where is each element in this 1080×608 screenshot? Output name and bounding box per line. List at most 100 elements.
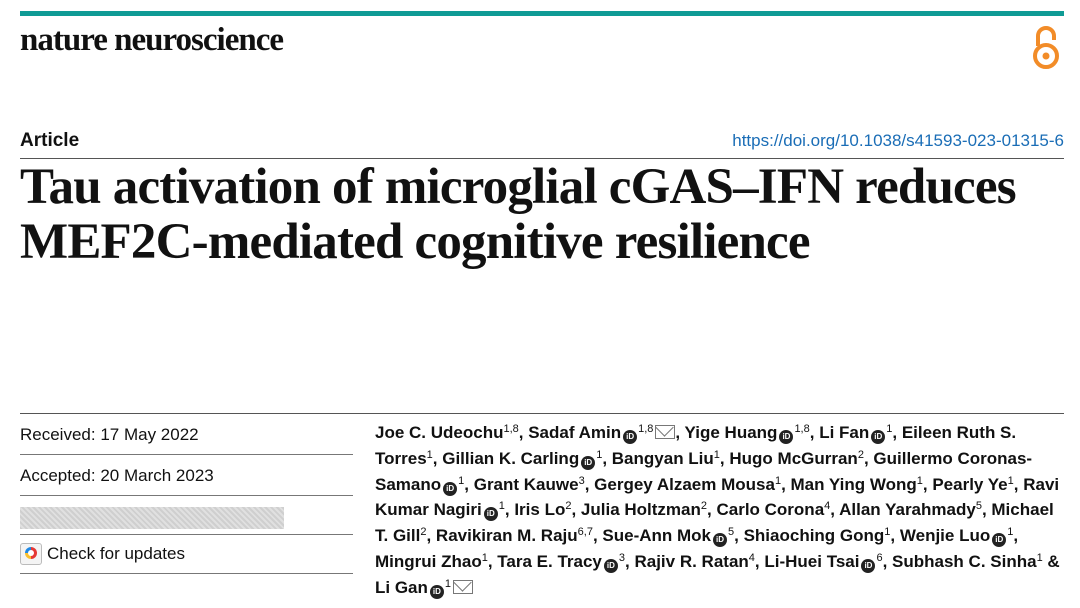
affiliation-marker: 1 [498, 500, 505, 513]
author-entry: Julia Holtzman2 [581, 500, 707, 519]
affiliation-marker: 3 [618, 551, 626, 564]
affiliation-marker: 1 [1007, 474, 1014, 487]
affiliation-marker: 1 [458, 474, 465, 487]
affiliation-marker: 1,8 [503, 423, 519, 435]
author-entry: Gillian K. Carling iD1 [442, 448, 603, 470]
affiliation-marker: 6 [876, 551, 883, 564]
orcid-icon[interactable]: iD [581, 455, 596, 470]
author-entry: Hugo McGurran2 [729, 449, 864, 468]
author-name[interactable]: Eileen Ruth S. Torres [375, 423, 1017, 468]
author-entry: Carlo Corona4 [716, 500, 830, 519]
author-entry: Michael T. Gill2 [375, 500, 1054, 545]
author-name[interactable]: Sue-Ann Mok [602, 526, 711, 546]
author-name[interactable]: Sadaf Amin [528, 423, 622, 442]
affiliation-marker: 1 [916, 474, 923, 487]
author-name[interactable]: Gergey Alzaem Mousa [594, 474, 775, 494]
author-name[interactable]: Julia Holtzman [580, 500, 701, 520]
orcid-icon[interactable]: iD [443, 481, 458, 496]
redacted-field [20, 496, 353, 535]
author-name[interactable]: Pearly Ye [932, 474, 1008, 494]
affiliation-marker: 1 [444, 577, 452, 590]
open-access-icon [1033, 26, 1059, 69]
author-entry: Shiaoching Gong1 [744, 526, 891, 545]
accepted-date: Accepted: 20 March 2023 [20, 455, 353, 496]
envelope-icon[interactable] [655, 425, 676, 439]
orcid-icon[interactable]: iD [603, 558, 618, 573]
article-title: Tau activation of microglial cGAS–IFN re… [20, 159, 1017, 270]
orcid-icon[interactable]: iD [483, 507, 498, 522]
affiliation-marker: 1 [774, 474, 782, 487]
author-name[interactable]: Ravikiran M. Raju [435, 526, 578, 546]
envelope-icon[interactable] [453, 579, 474, 594]
author-entry: Rajiv R. Ratan4 [634, 552, 754, 571]
orcid-icon[interactable]: iD [623, 430, 638, 444]
affiliation-marker: 1,8 [638, 423, 654, 435]
affiliation-marker: 2 [857, 448, 864, 461]
affiliation-marker: 5 [728, 526, 735, 539]
author-entry: Ravikiran M. Raju6,7 [436, 526, 593, 545]
author-entry: Eileen Ruth S. Torres1 [375, 423, 1016, 468]
author-name[interactable]: Michael T. Gill [375, 500, 1054, 546]
orcid-icon[interactable]: iD [429, 584, 444, 599]
author-name[interactable]: Guillermo Coronas-Samano [375, 448, 1033, 494]
affiliation-marker: 6,7 [577, 526, 593, 539]
author-entry: Guillermo Coronas-Samano iD1 [375, 448, 1033, 496]
author-name[interactable]: Li-Huei Tsai [764, 551, 860, 571]
divider [20, 413, 1064, 414]
affiliation-marker: 1 [1007, 526, 1014, 539]
author-name[interactable]: Mingrui Zhao [375, 551, 482, 571]
received-date-text: Received: 17 May 2022 [20, 425, 199, 444]
received-date: Received: 17 May 2022 [20, 414, 353, 455]
author-entry: Ravi Kumar Nagiri iD1 [375, 474, 1060, 522]
affiliation-marker: 1 [596, 448, 603, 461]
author-entry: Iris Lo2 [514, 500, 571, 519]
author-name[interactable]: Carlo Corona [716, 500, 825, 520]
affiliation-marker: 4 [748, 551, 755, 564]
author-name[interactable]: Tara E. Tracy [497, 551, 602, 571]
author-name[interactable]: Li Gan [375, 577, 428, 597]
orcid-icon[interactable]: iD [779, 430, 794, 444]
author-entry: Subhash C. Sinha1 [892, 552, 1043, 571]
affiliation-marker: 1 [713, 448, 720, 461]
affiliation-marker: 3 [578, 474, 585, 487]
author-name[interactable]: Allan Yarahmady [839, 500, 976, 520]
author-name[interactable]: Grant Kauwe [473, 474, 579, 494]
article-dates: Received: 17 May 2022 Accepted: 20 March… [20, 414, 353, 574]
author-name[interactable]: Wenjie Luo [899, 526, 991, 546]
author-name[interactable]: Rajiv R. Ratan [634, 551, 749, 571]
check-for-updates-button[interactable]: Check for updates [20, 535, 353, 574]
author-entry: Pearly Ye1 [932, 475, 1013, 494]
affiliation-marker: 1 [884, 526, 891, 539]
check-for-updates-label: Check for updates [47, 544, 185, 563]
author-name[interactable]: Gillian K. Carling [442, 448, 580, 468]
author-name[interactable]: Shiaoching Gong [743, 526, 885, 546]
author-entry: Bangyan Liu1 [612, 449, 720, 468]
orcid-icon[interactable]: iD [713, 533, 727, 548]
author-name[interactable]: Man Ying Wong [790, 474, 917, 494]
author-list: Joe C. Udeochu1,8, Sadaf Amin iD1,8, Yige… [375, 423, 1060, 599]
author-name[interactable]: Bangyan Liu [611, 448, 714, 468]
author-entry: Li-Huei Tsai iD6 [764, 551, 883, 573]
doi-link[interactable]: https://doi.org/10.1038/s41593-023-01315… [732, 131, 1064, 150]
author-entry: Yige Huang iD1,8 [684, 423, 810, 444]
author-entry: Li Gan iD1 [375, 577, 474, 599]
author-name[interactable]: Ravi Kumar Nagiri [375, 474, 1060, 520]
orcid-icon[interactable]: iD [871, 430, 886, 444]
orcid-icon[interactable]: iD [992, 533, 1007, 548]
author-name[interactable]: Yige Huang [684, 423, 778, 442]
accepted-date-text: Accepted: 20 March 2023 [20, 466, 214, 485]
author-name[interactable]: Iris Lo [514, 500, 566, 520]
journal-name[interactable]: nature neuroscience [20, 22, 284, 58]
article-type: Article [20, 130, 80, 151]
author-entry: Li Fan iD1 [819, 423, 892, 444]
orcid-icon[interactable]: iD [861, 558, 876, 573]
author-entry: Tara E. Tracy iD3 [497, 551, 626, 573]
author-name[interactable]: Joe C. Udeochu [375, 423, 504, 442]
author-name[interactable]: Subhash C. Sinha [892, 551, 1037, 571]
redaction-bar [20, 507, 284, 529]
author-name[interactable]: Hugo McGurran [729, 448, 858, 468]
author-entry: Joe C. Udeochu1,8 [375, 423, 519, 442]
author-entry: Sadaf Amin iD1,8 [528, 423, 676, 444]
author-name[interactable]: Li Fan [819, 423, 870, 442]
author-entry: Allan Yarahmady5 [839, 500, 982, 519]
